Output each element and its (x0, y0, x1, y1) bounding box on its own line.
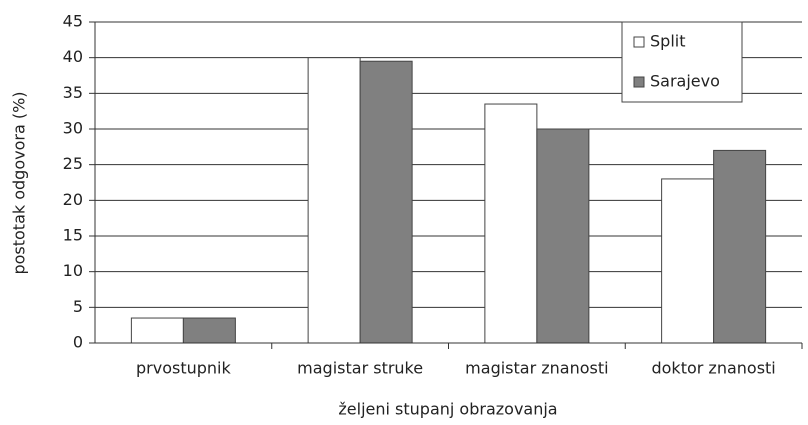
legend-box (621, 21, 743, 103)
bar (307, 57, 361, 344)
y-tick-label: 40 (63, 47, 83, 66)
y-tick-label: 25 (63, 154, 83, 173)
legend-label: Sarajevo (650, 72, 720, 91)
y-tick-label: 10 (63, 261, 83, 280)
x-tick-label: magistar struke (297, 359, 423, 378)
x-tick-label: magistar znanosti (465, 359, 608, 378)
x-axis-label: željeni stupanj obrazovanja (338, 400, 557, 419)
bar (484, 103, 538, 344)
bar (536, 128, 590, 344)
y-tick-label: 15 (63, 226, 83, 245)
bar (182, 317, 236, 344)
y-tick-label: 30 (63, 119, 83, 138)
y-tick-label: 45 (63, 12, 83, 31)
legend-swatch (633, 36, 645, 48)
y-tick-label: 35 (63, 83, 83, 102)
bar (661, 178, 715, 344)
bar (130, 317, 184, 344)
y-tick-label: 0 (73, 333, 83, 352)
legend-swatch (633, 76, 645, 88)
bar (713, 149, 767, 344)
bar (359, 60, 413, 344)
y-axis-label: postotak odgovora (%) (10, 91, 29, 274)
legend-label: Split (650, 32, 685, 51)
x-tick-label: doktor znanosti (651, 359, 775, 378)
x-tick-label: prvostupnik (136, 359, 231, 378)
y-tick-label: 20 (63, 190, 83, 209)
y-tick-label: 5 (73, 297, 83, 316)
